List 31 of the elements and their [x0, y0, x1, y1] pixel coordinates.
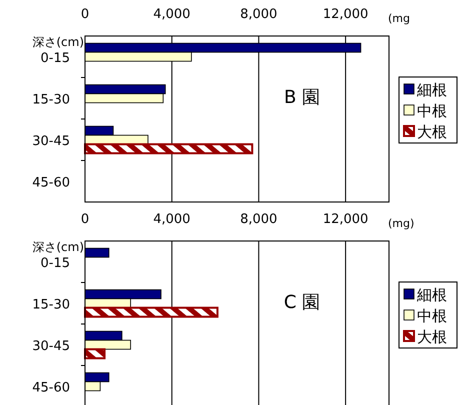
y-tick-label: 15-30: [32, 297, 70, 312]
legend-label: 細根: [416, 286, 447, 304]
text: C 園: [284, 292, 320, 313]
x-tick-label: 4,000: [153, 212, 190, 227]
bar: [84, 143, 254, 154]
legend-label: 細根: [416, 81, 447, 99]
x-axis-title: (mg): [388, 217, 414, 230]
legend-label: 大根: [417, 123, 447, 141]
legend-label: 大根: [417, 328, 447, 346]
y-tick-label: 15-30: [32, 92, 70, 108]
x-tick-label: 4,000: [153, 7, 190, 22]
x-tick-label: 12,000: [322, 7, 368, 22]
bar: [84, 348, 106, 360]
y-tick-label: 0-15: [40, 50, 70, 66]
x-tick-label: 0: [80, 7, 90, 22]
x-tick-label: 8,000: [240, 7, 278, 22]
y-axis-title: 深さ(cm): [32, 35, 84, 49]
bar: [84, 306, 218, 318]
x-tick-label: 8,000: [240, 212, 278, 227]
legend-label: 中根: [417, 307, 447, 325]
y-tick-label: 30-45: [32, 134, 70, 149]
y-tick-label: 30-45: [32, 338, 70, 354]
x-tick-label: 0: [80, 212, 90, 227]
x-axis-title: (mg: [388, 12, 410, 25]
legend-label: 中根: [417, 102, 447, 120]
y-tick-label: 0-15: [40, 256, 70, 271]
y-tick-label: 45-60: [32, 380, 70, 396]
text: B 園: [284, 87, 320, 108]
y-axis-title: 深さ(cm): [32, 240, 84, 254]
x-tick-label: 12,000: [322, 212, 368, 227]
y-tick-label: 45-60: [32, 175, 70, 190]
